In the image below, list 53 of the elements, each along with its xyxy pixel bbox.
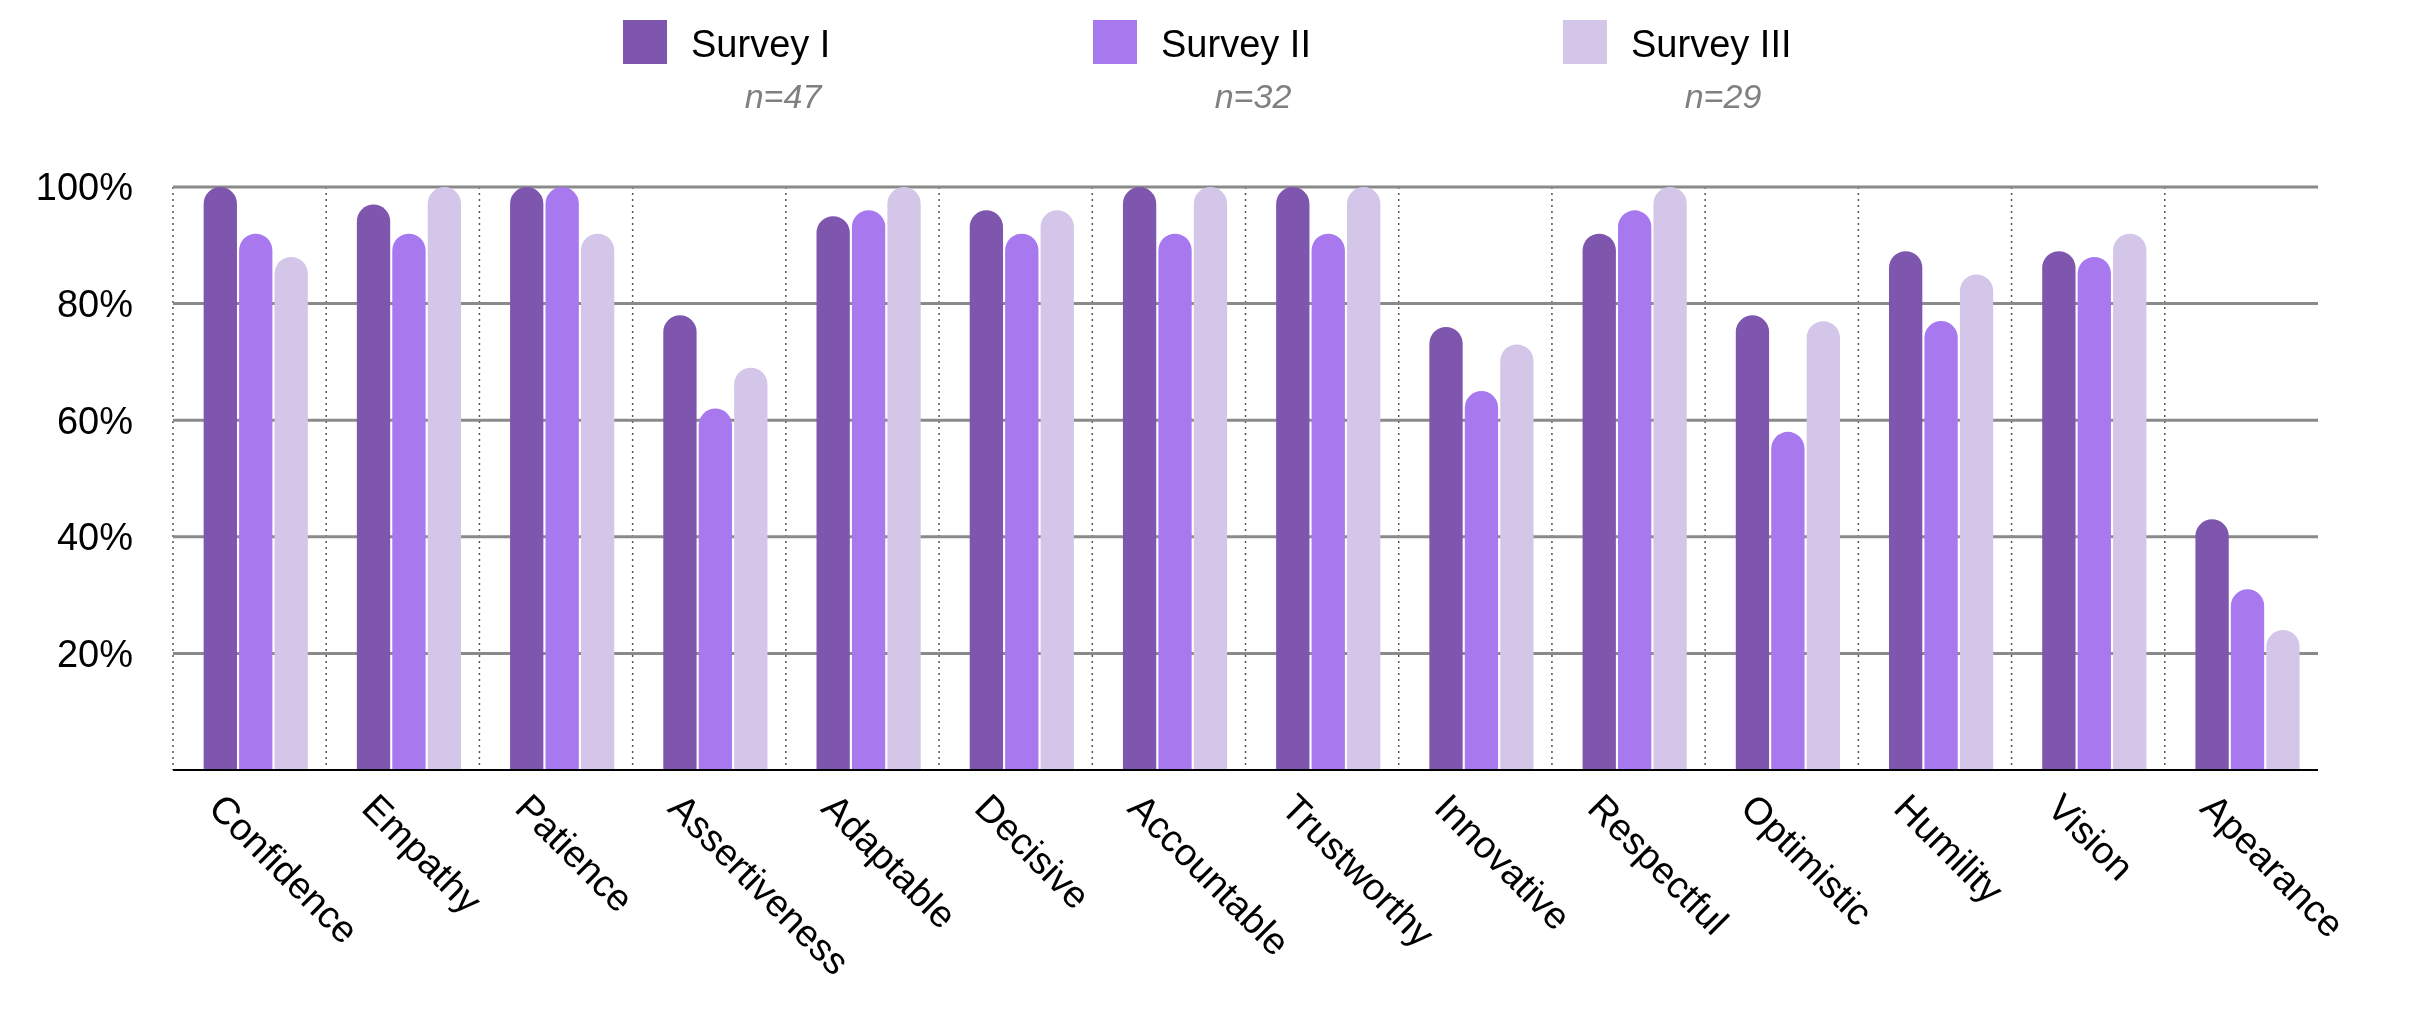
bar <box>1771 431 1805 770</box>
bar <box>1193 187 1228 770</box>
bar <box>580 233 615 770</box>
bar <box>427 187 462 770</box>
bar <box>969 210 1004 770</box>
bar <box>1311 233 1345 770</box>
y-tick-label: 40% <box>56 516 133 559</box>
legend-label: Survey III <box>1631 23 1792 65</box>
bar <box>1582 233 1616 770</box>
y-tick-label: 20% <box>56 632 133 675</box>
bar <box>2077 256 2111 770</box>
bar <box>1347 187 1381 770</box>
bar <box>734 367 768 770</box>
bar <box>2113 233 2147 770</box>
bar <box>1653 187 1687 770</box>
text: n=32 <box>1214 77 1292 115</box>
bar <box>2266 630 2300 770</box>
bar <box>887 187 921 770</box>
bar <box>1889 251 1923 770</box>
bar <box>2042 251 2076 770</box>
bar <box>545 187 579 770</box>
bar <box>356 204 391 770</box>
bar <box>1924 321 1958 770</box>
bar <box>274 256 308 770</box>
bar <box>1429 326 1463 770</box>
bar <box>1618 210 1652 770</box>
bar <box>1040 210 1074 770</box>
legend-label: Survey II <box>1161 23 1311 65</box>
bar <box>698 408 733 770</box>
bar <box>663 315 697 770</box>
bar <box>851 210 886 770</box>
y-tick-label: 80% <box>56 282 133 325</box>
bar <box>1276 187 1310 770</box>
bar <box>1464 391 1499 770</box>
bar <box>1500 344 1534 770</box>
bar <box>1959 274 1994 770</box>
bar <box>2195 519 2229 770</box>
bar <box>1735 315 1770 770</box>
bar <box>203 187 237 770</box>
bar <box>1122 187 1157 770</box>
bar <box>239 233 273 770</box>
y-tick-label: 60% <box>56 399 133 442</box>
text: n=47 <box>744 77 823 115</box>
legend-label: Survey I <box>691 23 831 65</box>
bar <box>392 233 426 770</box>
bar <box>2230 589 2265 770</box>
bar <box>1158 233 1192 770</box>
text: n=29 <box>1684 77 1762 115</box>
bar <box>510 187 544 770</box>
y-tick-label: 100% <box>35 166 133 209</box>
bar <box>816 216 850 770</box>
bar <box>1806 321 1840 770</box>
bar <box>1005 233 1039 770</box>
